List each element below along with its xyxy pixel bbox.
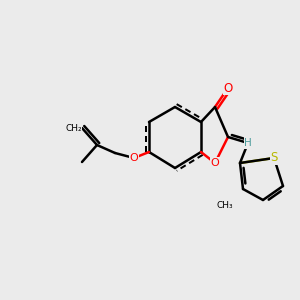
Text: CH₂: CH₂ — [65, 124, 82, 133]
Text: O: O — [130, 153, 138, 163]
Text: O: O — [211, 158, 219, 168]
Text: O: O — [224, 82, 232, 94]
Text: H: H — [244, 138, 252, 148]
Text: CH₃: CH₃ — [217, 200, 233, 209]
Text: S: S — [270, 152, 278, 164]
